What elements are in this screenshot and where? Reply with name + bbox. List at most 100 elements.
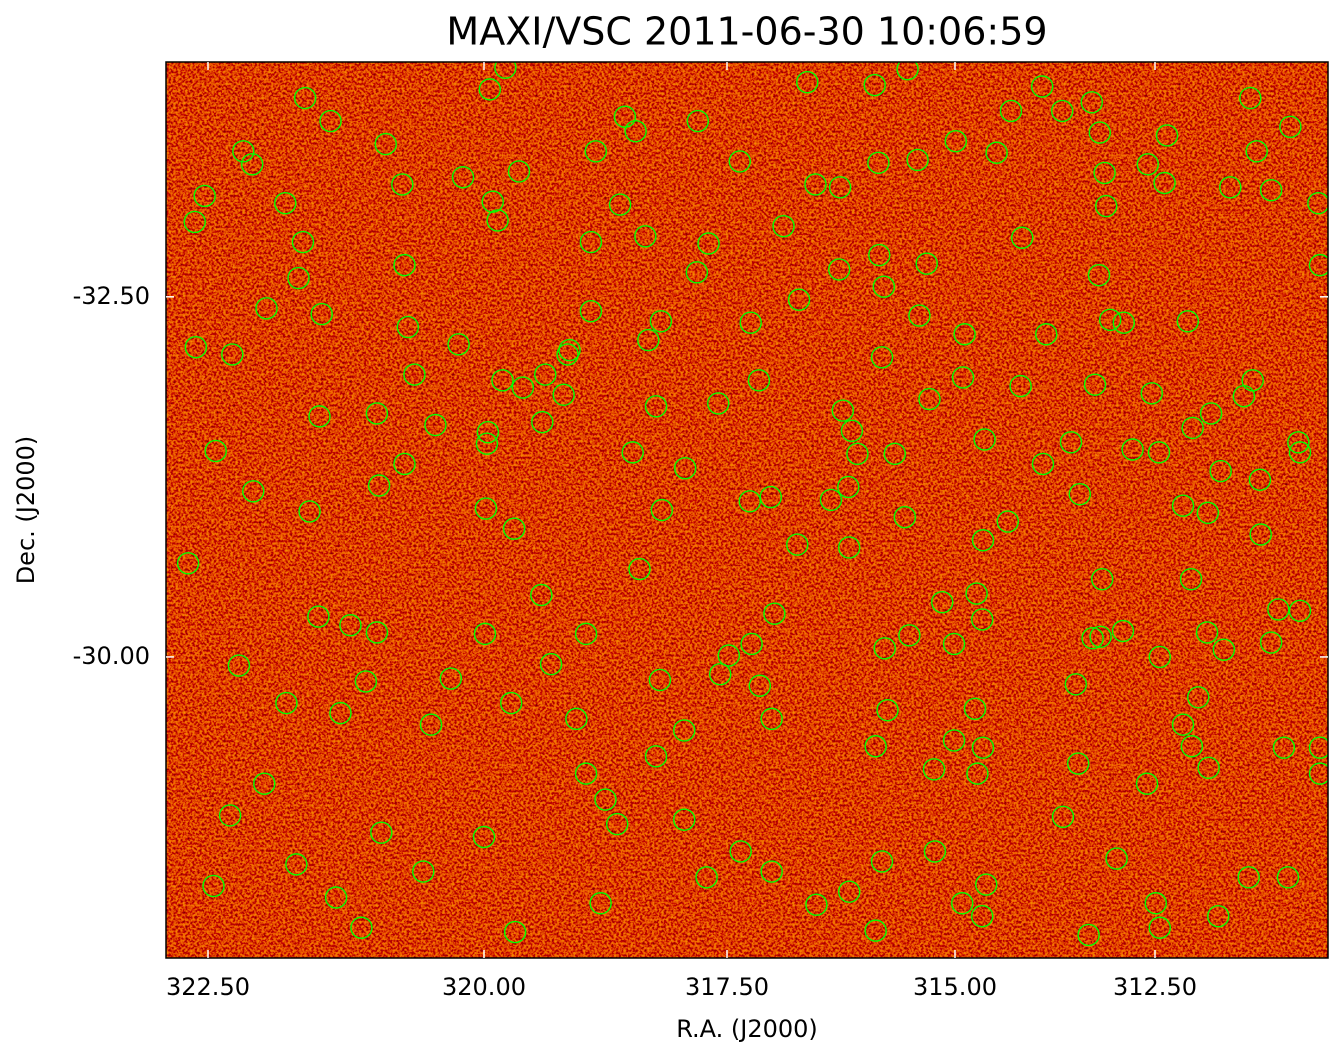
source-circle bbox=[1195, 621, 1219, 644]
source-circle bbox=[374, 132, 397, 156]
source-circle bbox=[648, 668, 672, 692]
source-circle bbox=[1093, 161, 1116, 185]
source-circle bbox=[1187, 686, 1210, 709]
source-circle bbox=[1259, 179, 1283, 202]
source-circle bbox=[574, 622, 598, 646]
source-circle bbox=[1105, 847, 1128, 870]
source-circle bbox=[367, 474, 391, 497]
source-circle bbox=[1237, 866, 1260, 889]
source-circle bbox=[474, 497, 498, 520]
source-circle bbox=[370, 821, 393, 844]
source-circle bbox=[673, 719, 696, 742]
source-circle bbox=[708, 663, 732, 686]
source-circle bbox=[403, 363, 426, 386]
source-circle bbox=[1199, 402, 1223, 425]
source-circle bbox=[1148, 645, 1172, 669]
source-circle bbox=[772, 215, 795, 238]
source-circle bbox=[827, 258, 851, 281]
source-circle bbox=[644, 745, 668, 768]
source-circle bbox=[896, 62, 919, 81]
source-circle bbox=[868, 243, 891, 267]
source-circle bbox=[971, 905, 994, 928]
source-circle bbox=[966, 762, 989, 785]
source-circle bbox=[579, 300, 603, 323]
source-circle bbox=[707, 392, 730, 415]
source-circle bbox=[365, 402, 389, 425]
source-circle bbox=[1212, 638, 1236, 661]
source-circle bbox=[1259, 631, 1283, 654]
source-circle bbox=[650, 498, 674, 522]
source-circle bbox=[1249, 523, 1272, 546]
source-circle bbox=[863, 73, 886, 97]
source-circle bbox=[472, 825, 496, 849]
source-circle bbox=[1171, 494, 1195, 517]
source-circle bbox=[1219, 176, 1242, 199]
source-circle bbox=[686, 109, 710, 133]
source-circle bbox=[594, 788, 617, 811]
source-circle bbox=[628, 557, 651, 581]
source-circle bbox=[481, 190, 504, 213]
source-circle bbox=[1136, 153, 1160, 176]
source-circle bbox=[1081, 627, 1104, 650]
source-circle bbox=[475, 432, 499, 455]
source-circle bbox=[621, 441, 644, 464]
source-circle bbox=[805, 893, 828, 916]
source-circle bbox=[864, 919, 887, 942]
marks bbox=[176, 62, 1328, 947]
source-circle bbox=[218, 804, 242, 827]
source-circle bbox=[1135, 772, 1159, 795]
source-circle bbox=[796, 70, 819, 94]
source-circle bbox=[1180, 735, 1204, 758]
source-circle bbox=[1077, 923, 1100, 947]
source-circle bbox=[973, 428, 996, 451]
source-circle bbox=[1009, 374, 1032, 398]
source-circle bbox=[291, 230, 315, 254]
source-circle bbox=[674, 457, 697, 480]
x-tick-label: 317.50 bbox=[685, 973, 769, 1001]
source-circle bbox=[1176, 310, 1200, 333]
source-circle bbox=[391, 173, 414, 196]
source-circle bbox=[942, 632, 966, 656]
source-circle bbox=[447, 333, 470, 356]
source-circle bbox=[787, 288, 811, 311]
source-circle bbox=[478, 78, 502, 101]
source-circle bbox=[876, 699, 899, 722]
source-circle bbox=[193, 184, 216, 208]
source-circle bbox=[589, 892, 612, 915]
source-circle bbox=[893, 506, 917, 529]
source-circle bbox=[393, 452, 416, 476]
source-circle bbox=[242, 480, 265, 503]
source-circle bbox=[329, 701, 352, 725]
source-circle bbox=[1181, 416, 1204, 440]
source-circle bbox=[867, 151, 890, 175]
source-circle bbox=[864, 735, 887, 758]
source-circle bbox=[922, 758, 946, 781]
source-circle bbox=[204, 439, 227, 463]
source-circle bbox=[1197, 756, 1220, 780]
source-circle bbox=[740, 632, 763, 656]
source-circle bbox=[1068, 482, 1092, 506]
source-circle bbox=[227, 654, 251, 677]
source-circle bbox=[565, 707, 588, 731]
source-circle bbox=[695, 866, 718, 889]
source-circle bbox=[1088, 121, 1112, 144]
source-circle bbox=[1179, 567, 1203, 591]
source-circle bbox=[396, 315, 420, 339]
source-circle bbox=[898, 624, 921, 647]
source-circle bbox=[942, 729, 966, 752]
source-circle bbox=[608, 193, 632, 216]
source-circle bbox=[953, 323, 976, 346]
source-circle bbox=[339, 614, 362, 637]
source-circle bbox=[906, 148, 929, 172]
source-circle bbox=[1111, 619, 1135, 643]
x-tick-label: 320.00 bbox=[442, 973, 526, 1001]
source-circle bbox=[649, 310, 673, 333]
source-circle bbox=[298, 500, 321, 523]
chart-title: MAXI/VSC 2011-06-30 10:06:59 bbox=[446, 10, 1047, 54]
source-circle bbox=[1279, 115, 1302, 139]
source-circle bbox=[1232, 384, 1256, 408]
source-circle bbox=[697, 232, 720, 255]
source-circle bbox=[1094, 194, 1118, 218]
source-circle bbox=[1050, 99, 1074, 123]
